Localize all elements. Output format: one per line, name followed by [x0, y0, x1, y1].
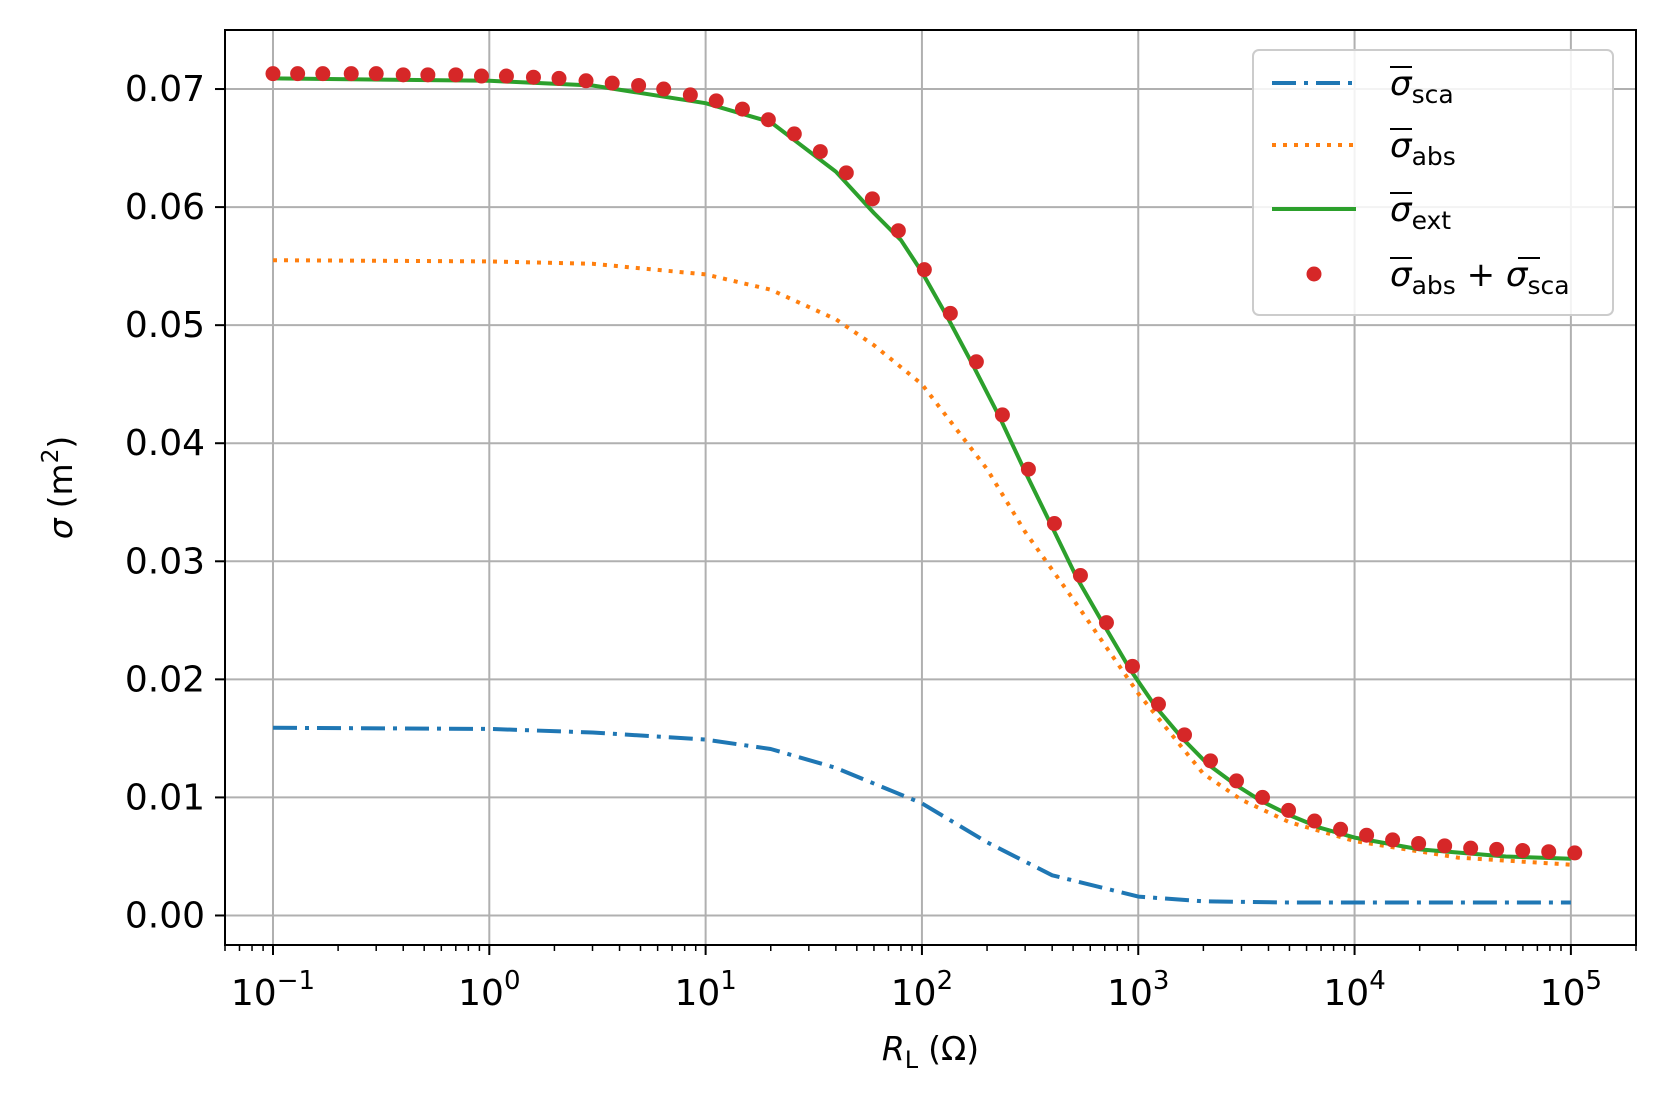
data-point	[708, 93, 724, 109]
data-point	[395, 67, 411, 83]
legend-box	[1252, 49, 1614, 316]
series-abs-plus-sca	[265, 66, 1583, 861]
data-point	[1515, 843, 1531, 859]
data-point	[1020, 461, 1036, 477]
data-point	[890, 223, 906, 239]
y-tick-label: 0.00	[125, 895, 205, 936]
axis-ticks: 10−1 100 101 102 103 104 105 0.00 0.01 0.02 0.03 0.…	[125, 69, 1637, 1014]
y-tick-label: 0.05	[125, 305, 205, 346]
data-point	[1437, 838, 1453, 854]
y-tick-label: 0.02	[125, 659, 205, 700]
y-tick-label: 0.06	[125, 187, 205, 228]
data-point	[734, 101, 750, 117]
y-tick-label: 0.01	[125, 777, 205, 818]
data-point	[994, 407, 1010, 423]
x-tick-label: 102	[891, 966, 953, 1014]
data-point	[1229, 773, 1245, 789]
data-point	[1203, 753, 1219, 769]
data-point	[916, 262, 932, 278]
y-tick-label: 0.04	[125, 423, 205, 464]
data-point	[1567, 845, 1583, 861]
data-point	[420, 67, 436, 83]
data-point	[1176, 727, 1192, 743]
series-sca	[272, 725, 1571, 905]
data-point	[265, 66, 281, 82]
data-point	[864, 191, 880, 207]
data-point	[1255, 789, 1271, 805]
data-point	[1072, 567, 1088, 583]
data-point	[578, 73, 594, 89]
plot-frame	[224, 29, 1637, 946]
series-line	[272, 76, 1571, 861]
x-tick-label: 100	[458, 966, 520, 1014]
x-tick-label: 105	[1540, 966, 1602, 1014]
data-point	[968, 354, 984, 370]
data-point	[604, 75, 620, 91]
data-point	[1359, 827, 1375, 843]
data-point	[551, 70, 567, 86]
data-point	[838, 165, 854, 181]
data-point	[631, 77, 647, 93]
data-point	[1046, 516, 1062, 532]
series-ext	[272, 76, 1571, 861]
data-point	[1307, 813, 1323, 829]
data-point	[1411, 835, 1427, 851]
data-point	[1150, 696, 1166, 712]
y-tick-label: 0.03	[125, 541, 205, 582]
x-tick-label: 10−1	[231, 966, 315, 1014]
legend-marker	[1306, 266, 1322, 282]
legend-item: σabs + σsca	[1306, 255, 1570, 300]
data-point	[1489, 841, 1505, 857]
y-tick-label: 0.07	[125, 69, 205, 110]
data-point	[1124, 658, 1140, 674]
data-point	[812, 144, 828, 160]
data-point	[290, 66, 306, 82]
data-point	[1463, 840, 1479, 856]
x-tick-label: 104	[1323, 966, 1385, 1014]
plot-series	[265, 66, 1583, 905]
legend-item: σext	[1272, 190, 1451, 235]
legend-label: σabs + σsca	[1390, 255, 1570, 300]
data-point	[1333, 821, 1349, 837]
data-point	[448, 67, 464, 83]
series-line	[272, 725, 1571, 905]
data-point	[1385, 832, 1401, 848]
x-axis-label: RL (Ω)	[882, 1029, 979, 1074]
legend-item: σabs	[1272, 126, 1456, 171]
data-point	[942, 305, 958, 321]
data-point	[368, 66, 384, 82]
data-point	[315, 66, 331, 82]
data-point	[1281, 802, 1297, 818]
y-axis-label: σ(m2)	[38, 436, 80, 539]
legend-item: σsca	[1272, 64, 1454, 109]
data-point	[525, 69, 541, 85]
data-point	[498, 68, 514, 84]
data-point	[1098, 615, 1114, 631]
legend-label: σabs	[1390, 126, 1456, 171]
legend-label: σsca	[1390, 64, 1454, 109]
x-tick-label: 101	[674, 966, 736, 1014]
legend: σsca σabs σext σabs + σsca	[1252, 49, 1614, 316]
data-point	[473, 68, 489, 84]
data-point	[786, 126, 802, 142]
data-point	[1541, 844, 1557, 860]
data-point	[760, 112, 776, 128]
data-point	[343, 66, 359, 82]
x-tick-label: 103	[1107, 966, 1169, 1014]
data-point	[656, 81, 672, 97]
data-point	[682, 87, 698, 103]
legend-label: σext	[1390, 190, 1451, 235]
